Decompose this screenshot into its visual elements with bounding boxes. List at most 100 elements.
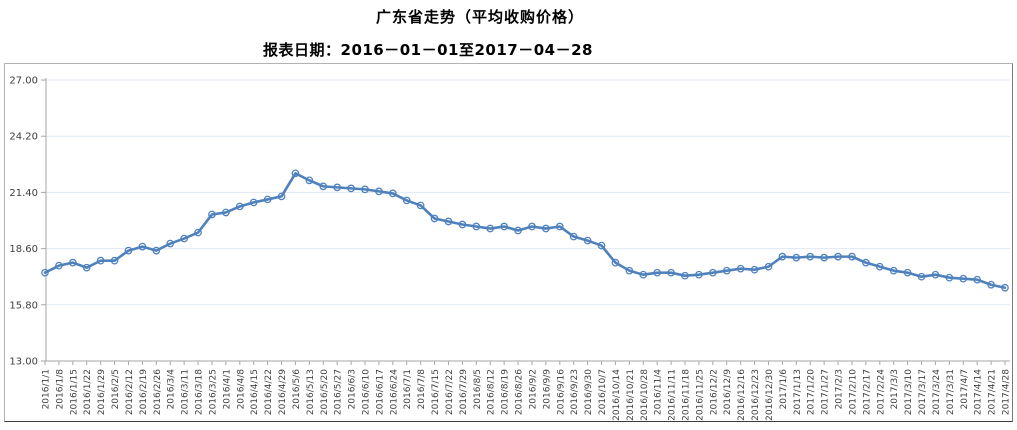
data-point-marker bbox=[528, 222, 536, 231]
x-axis-label: 2017/2/3 bbox=[835, 369, 845, 409]
data-point-marker bbox=[263, 195, 272, 204]
x-axis-label: 2017/4/7 bbox=[960, 369, 970, 409]
data-point-marker bbox=[889, 266, 898, 275]
data-point-marker bbox=[388, 189, 397, 198]
x-axis-label: 2017/2/24 bbox=[876, 369, 886, 415]
data-point-marker bbox=[611, 258, 620, 267]
data-point-marker bbox=[959, 274, 968, 283]
x-axis-label: 2016/12/9 bbox=[723, 369, 733, 415]
x-axis-label: 2017/1/20 bbox=[807, 369, 817, 415]
x-axis-label: 2016/8/19 bbox=[501, 369, 511, 415]
data-point-marker bbox=[82, 263, 91, 272]
x-axis-label: 2016/4/1 bbox=[222, 369, 232, 409]
x-axis-label: 2016/1/22 bbox=[83, 369, 93, 415]
data-point-marker bbox=[681, 271, 689, 280]
x-axis-label: 2016/6/24 bbox=[389, 369, 399, 415]
x-axis-label: 2016/6/3 bbox=[348, 369, 358, 409]
data-point-marker bbox=[319, 182, 328, 191]
x-axis-label: 2016/3/4 bbox=[167, 369, 177, 410]
data-point-marker bbox=[653, 268, 662, 277]
x-axis-label: 2016/11/11 bbox=[668, 369, 678, 421]
data-point-marker bbox=[500, 222, 508, 231]
data-point-marker bbox=[430, 214, 439, 223]
data-point-marker bbox=[166, 239, 175, 248]
data-point-marker bbox=[361, 185, 369, 194]
data-point-marker bbox=[862, 258, 870, 267]
x-axis-label: 2016/4/22 bbox=[264, 369, 274, 415]
data-point-marker bbox=[555, 222, 564, 231]
x-axis-label: 2017/3/24 bbox=[932, 369, 942, 415]
data-point-marker bbox=[333, 183, 342, 192]
data-point-marker bbox=[708, 268, 717, 277]
x-axis-label: 2016/2/12 bbox=[125, 369, 135, 415]
x-axis-label: 2016/4/29 bbox=[278, 369, 288, 415]
data-point-marker bbox=[750, 265, 759, 274]
data-point-marker bbox=[736, 264, 745, 273]
y-axis-label: 15.80 bbox=[9, 300, 38, 311]
data-point-marker bbox=[931, 270, 940, 279]
x-axis-label: 2016/10/21 bbox=[626, 369, 636, 421]
data-point-marker bbox=[416, 201, 425, 210]
x-axis-label: 2017/1/13 bbox=[793, 369, 803, 415]
x-axis-label: 2016/2/19 bbox=[139, 369, 149, 415]
x-axis-label: 2016/1/29 bbox=[97, 369, 107, 415]
x-axis-label: 2016/10/28 bbox=[640, 369, 650, 421]
data-point-marker bbox=[277, 192, 286, 201]
x-axis-label: 2016/7/1 bbox=[403, 369, 413, 409]
x-axis-label: 2016/9/16 bbox=[556, 369, 566, 415]
x-axis-label: 2016/4/8 bbox=[236, 369, 246, 410]
data-point-marker bbox=[124, 246, 133, 255]
x-axis-label: 2017/1/6 bbox=[779, 369, 789, 410]
x-axis-label: 2017/2/10 bbox=[848, 369, 858, 415]
x-axis-label: 2017/3/3 bbox=[890, 369, 900, 409]
data-point-marker bbox=[514, 226, 522, 235]
data-point-marker bbox=[472, 222, 481, 231]
x-axis-label: 2016/12/16 bbox=[737, 369, 747, 421]
x-axis-label: 2016/11/25 bbox=[695, 369, 705, 421]
data-point-marker bbox=[1001, 283, 1009, 292]
x-axis-label: 2016/1/1 bbox=[42, 369, 52, 409]
chart-plot-area: 13.00 15.80 18.60 21.40 24.20 27.00 2016/1/1 20… bbox=[4, 63, 1013, 422]
y-axis-label: 21.40 bbox=[9, 188, 38, 199]
x-axis-label: 2016/5/27 bbox=[334, 369, 344, 415]
x-axis-label: 2016/3/18 bbox=[195, 369, 205, 415]
x-axis-label: 2016/9/9 bbox=[542, 369, 552, 410]
x-axis-label: 2016/11/18 bbox=[682, 369, 692, 421]
y-axis-label: 27.00 bbox=[9, 76, 38, 87]
x-axis-label: 2016/2/5 bbox=[111, 369, 121, 409]
data-point-marker bbox=[444, 217, 453, 226]
data-point-marker bbox=[152, 246, 161, 255]
data-point-marker bbox=[542, 224, 550, 233]
x-axis-label: 2016/8/26 bbox=[515, 369, 525, 415]
data-point-marker bbox=[402, 196, 411, 205]
chart-title: 广东省走势（平均收购价格） bbox=[375, 8, 584, 26]
data-point-marker bbox=[249, 198, 258, 207]
x-axis-label: 2016/7/15 bbox=[431, 369, 441, 415]
data-point-marker bbox=[764, 262, 773, 271]
x-axis-label: 2017/4/21 bbox=[988, 369, 998, 415]
data-point-marker bbox=[834, 252, 842, 261]
data-point-marker bbox=[96, 256, 105, 265]
x-axis-label: 2016/9/2 bbox=[528, 369, 538, 409]
data-point-marker bbox=[987, 280, 995, 289]
data-point-marker bbox=[347, 184, 355, 193]
y-axis-label: 13.00 bbox=[9, 357, 38, 368]
x-axis-label: 2016/3/11 bbox=[181, 369, 191, 415]
x-axis-label: 2016/8/5 bbox=[473, 369, 483, 409]
x-axis-label: 2016/6/17 bbox=[375, 369, 385, 415]
x-axis-label: 2016/11/4 bbox=[654, 369, 664, 415]
data-point-marker bbox=[458, 220, 467, 229]
x-axis-label: 2017/3/31 bbox=[946, 369, 956, 415]
data-point-marker bbox=[235, 202, 244, 211]
x-axis-label: 2016/12/23 bbox=[751, 369, 761, 421]
data-point-marker bbox=[222, 208, 230, 217]
data-point-marker bbox=[194, 228, 202, 237]
data-point-marker bbox=[569, 232, 578, 241]
x-axis-label: 2017/3/17 bbox=[918, 369, 928, 415]
data-point-marker bbox=[778, 252, 787, 261]
data-point-marker bbox=[639, 270, 648, 279]
price-trend-line bbox=[43, 172, 1007, 290]
data-point-marker bbox=[722, 266, 731, 275]
x-axis-label: 2016/2/26 bbox=[153, 369, 163, 415]
